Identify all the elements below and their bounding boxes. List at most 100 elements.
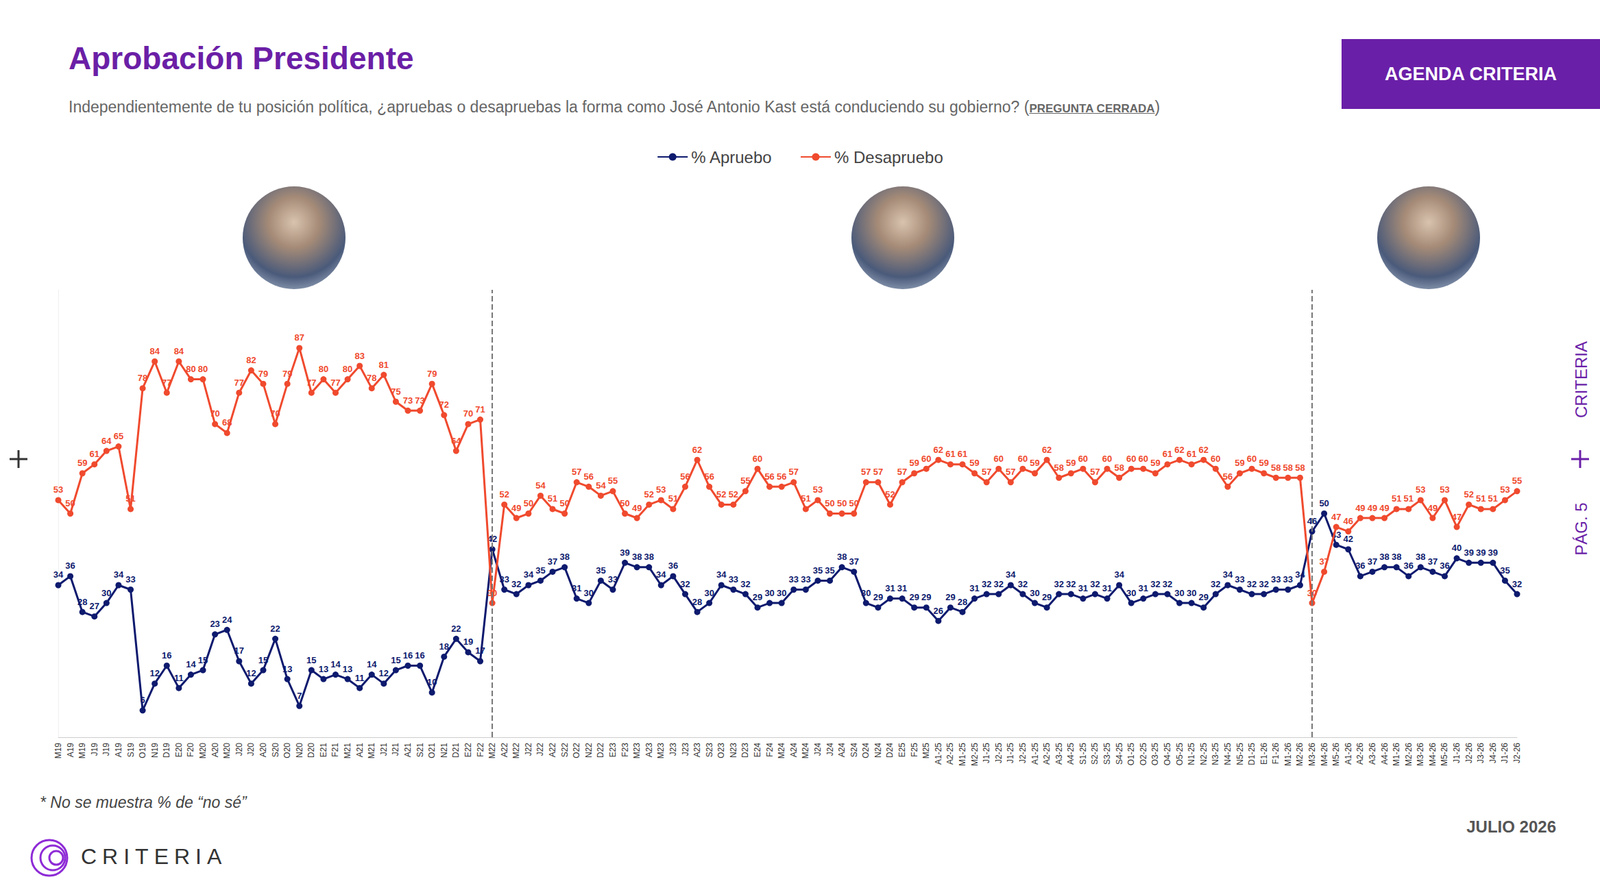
svg-text:60: 60 bbox=[1210, 453, 1221, 465]
svg-text:J20: J20 bbox=[234, 743, 245, 757]
svg-text:71: 71 bbox=[475, 404, 485, 415]
svg-text:55: 55 bbox=[1512, 475, 1522, 487]
svg-text:J23: J23 bbox=[668, 743, 678, 757]
svg-text:61: 61 bbox=[1162, 449, 1173, 460]
svg-text:64: 64 bbox=[101, 435, 112, 447]
svg-text:29: 29 bbox=[1041, 592, 1052, 603]
svg-text:12: 12 bbox=[246, 668, 256, 679]
svg-text:30: 30 bbox=[861, 588, 871, 599]
svg-text:51: 51 bbox=[125, 493, 136, 504]
svg-text:53: 53 bbox=[656, 484, 666, 495]
svg-text:62: 62 bbox=[1174, 444, 1184, 456]
svg-text:34: 34 bbox=[656, 569, 667, 580]
svg-text:70: 70 bbox=[270, 408, 280, 419]
svg-text:33: 33 bbox=[1283, 574, 1293, 585]
svg-text:A22: A22 bbox=[547, 743, 558, 759]
svg-text:M21: M21 bbox=[342, 743, 353, 760]
svg-text:A2-25: A2-25 bbox=[945, 743, 955, 766]
svg-text:J1-25: J1-25 bbox=[1005, 743, 1016, 764]
svg-text:59: 59 bbox=[1065, 457, 1076, 469]
svg-text:32: 32 bbox=[1065, 579, 1076, 590]
svg-text:E23: E23 bbox=[608, 743, 618, 759]
svg-text:A23: A23 bbox=[644, 743, 654, 759]
svg-text:S24: S24 bbox=[849, 743, 859, 759]
svg-text:A20: A20 bbox=[258, 743, 269, 759]
svg-text:73: 73 bbox=[403, 395, 413, 406]
svg-text:M2-25: M2-25 bbox=[970, 743, 980, 767]
svg-text:J23: J23 bbox=[680, 743, 691, 757]
svg-text:33: 33 bbox=[789, 574, 799, 585]
svg-text:15: 15 bbox=[198, 655, 208, 666]
svg-text:53: 53 bbox=[1499, 484, 1510, 495]
svg-text:F23: F23 bbox=[620, 743, 630, 758]
svg-text:30: 30 bbox=[776, 588, 787, 599]
svg-text:23: 23 bbox=[209, 619, 220, 630]
svg-text:J1-25: J1-25 bbox=[981, 743, 992, 764]
svg-text:38: 38 bbox=[1415, 551, 1426, 563]
svg-text:30: 30 bbox=[1126, 588, 1136, 599]
svg-text:D1-25: D1-25 bbox=[1246, 743, 1257, 766]
svg-text:M2-26: M2-26 bbox=[1294, 743, 1305, 767]
svg-text:17: 17 bbox=[475, 645, 485, 657]
svg-text:S20: S20 bbox=[270, 743, 281, 759]
svg-text:50: 50 bbox=[65, 498, 75, 509]
svg-text:60: 60 bbox=[921, 453, 931, 465]
svg-text:S22: S22 bbox=[560, 743, 570, 759]
svg-text:M23: M23 bbox=[632, 743, 642, 760]
svg-text:32: 32 bbox=[1246, 579, 1257, 590]
svg-text:F21: F21 bbox=[330, 743, 341, 758]
svg-text:64: 64 bbox=[451, 435, 462, 447]
svg-text:60: 60 bbox=[1102, 453, 1112, 465]
svg-text:31: 31 bbox=[1102, 583, 1112, 594]
svg-text:A1-25: A1-25 bbox=[1030, 743, 1040, 766]
svg-text:57: 57 bbox=[873, 466, 883, 478]
svg-text:68: 68 bbox=[222, 417, 232, 428]
svg-text:51: 51 bbox=[1403, 493, 1413, 504]
svg-text:34: 34 bbox=[113, 569, 125, 580]
svg-text:28: 28 bbox=[77, 597, 88, 608]
svg-text:D20: D20 bbox=[306, 743, 317, 759]
svg-text:32: 32 bbox=[511, 579, 521, 590]
svg-text:51: 51 bbox=[800, 493, 811, 504]
svg-text:57: 57 bbox=[897, 466, 907, 478]
svg-text:84: 84 bbox=[149, 346, 160, 357]
svg-text:32: 32 bbox=[1258, 579, 1269, 590]
svg-text:34: 34 bbox=[1222, 569, 1234, 580]
svg-text:34: 34 bbox=[53, 569, 64, 580]
svg-text:S3-25: S3-25 bbox=[1102, 743, 1112, 766]
svg-text:40: 40 bbox=[1451, 542, 1462, 554]
svg-text:A20: A20 bbox=[210, 743, 221, 759]
svg-text:S1-25: S1-25 bbox=[1078, 743, 1088, 766]
svg-text:79: 79 bbox=[427, 368, 437, 380]
svg-text:A24: A24 bbox=[789, 743, 799, 759]
svg-text:56: 56 bbox=[704, 471, 714, 482]
svg-text:37: 37 bbox=[1427, 556, 1438, 567]
svg-text:O20: O20 bbox=[282, 743, 293, 759]
svg-text:A2-25: A2-25 bbox=[1041, 743, 1052, 766]
svg-text:J19: J19 bbox=[101, 743, 112, 757]
svg-text:29: 29 bbox=[873, 592, 883, 603]
svg-text:O24: O24 bbox=[861, 743, 871, 759]
svg-text:77: 77 bbox=[306, 377, 317, 389]
svg-text:78: 78 bbox=[137, 372, 148, 384]
svg-text:56: 56 bbox=[776, 471, 787, 482]
svg-text:49: 49 bbox=[1355, 503, 1365, 514]
svg-text:77: 77 bbox=[234, 377, 245, 389]
svg-text:80: 80 bbox=[342, 364, 353, 375]
svg-text:M5-26: M5-26 bbox=[1331, 743, 1341, 767]
svg-text:32: 32 bbox=[1053, 579, 1064, 590]
svg-text:60: 60 bbox=[1126, 453, 1136, 465]
svg-text:60: 60 bbox=[1017, 453, 1028, 465]
svg-text:A4-25: A4-25 bbox=[1065, 743, 1076, 766]
svg-text:30: 30 bbox=[1186, 588, 1197, 599]
svg-text:30: 30 bbox=[764, 588, 774, 599]
svg-text:31: 31 bbox=[885, 583, 895, 594]
svg-text:57: 57 bbox=[571, 466, 582, 478]
svg-text:A2-26: A2-26 bbox=[1355, 743, 1365, 766]
svg-text:32: 32 bbox=[1512, 579, 1522, 590]
svg-text:39: 39 bbox=[1475, 547, 1486, 559]
svg-text:N19: N19 bbox=[150, 743, 160, 759]
svg-text:59: 59 bbox=[77, 457, 88, 469]
svg-text:F25: F25 bbox=[909, 743, 920, 758]
svg-text:61: 61 bbox=[945, 449, 955, 460]
